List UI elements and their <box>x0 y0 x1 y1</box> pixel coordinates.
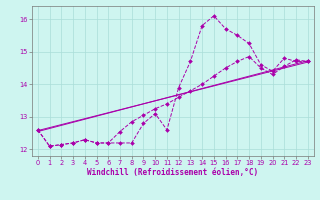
X-axis label: Windchill (Refroidissement éolien,°C): Windchill (Refroidissement éolien,°C) <box>87 168 258 177</box>
